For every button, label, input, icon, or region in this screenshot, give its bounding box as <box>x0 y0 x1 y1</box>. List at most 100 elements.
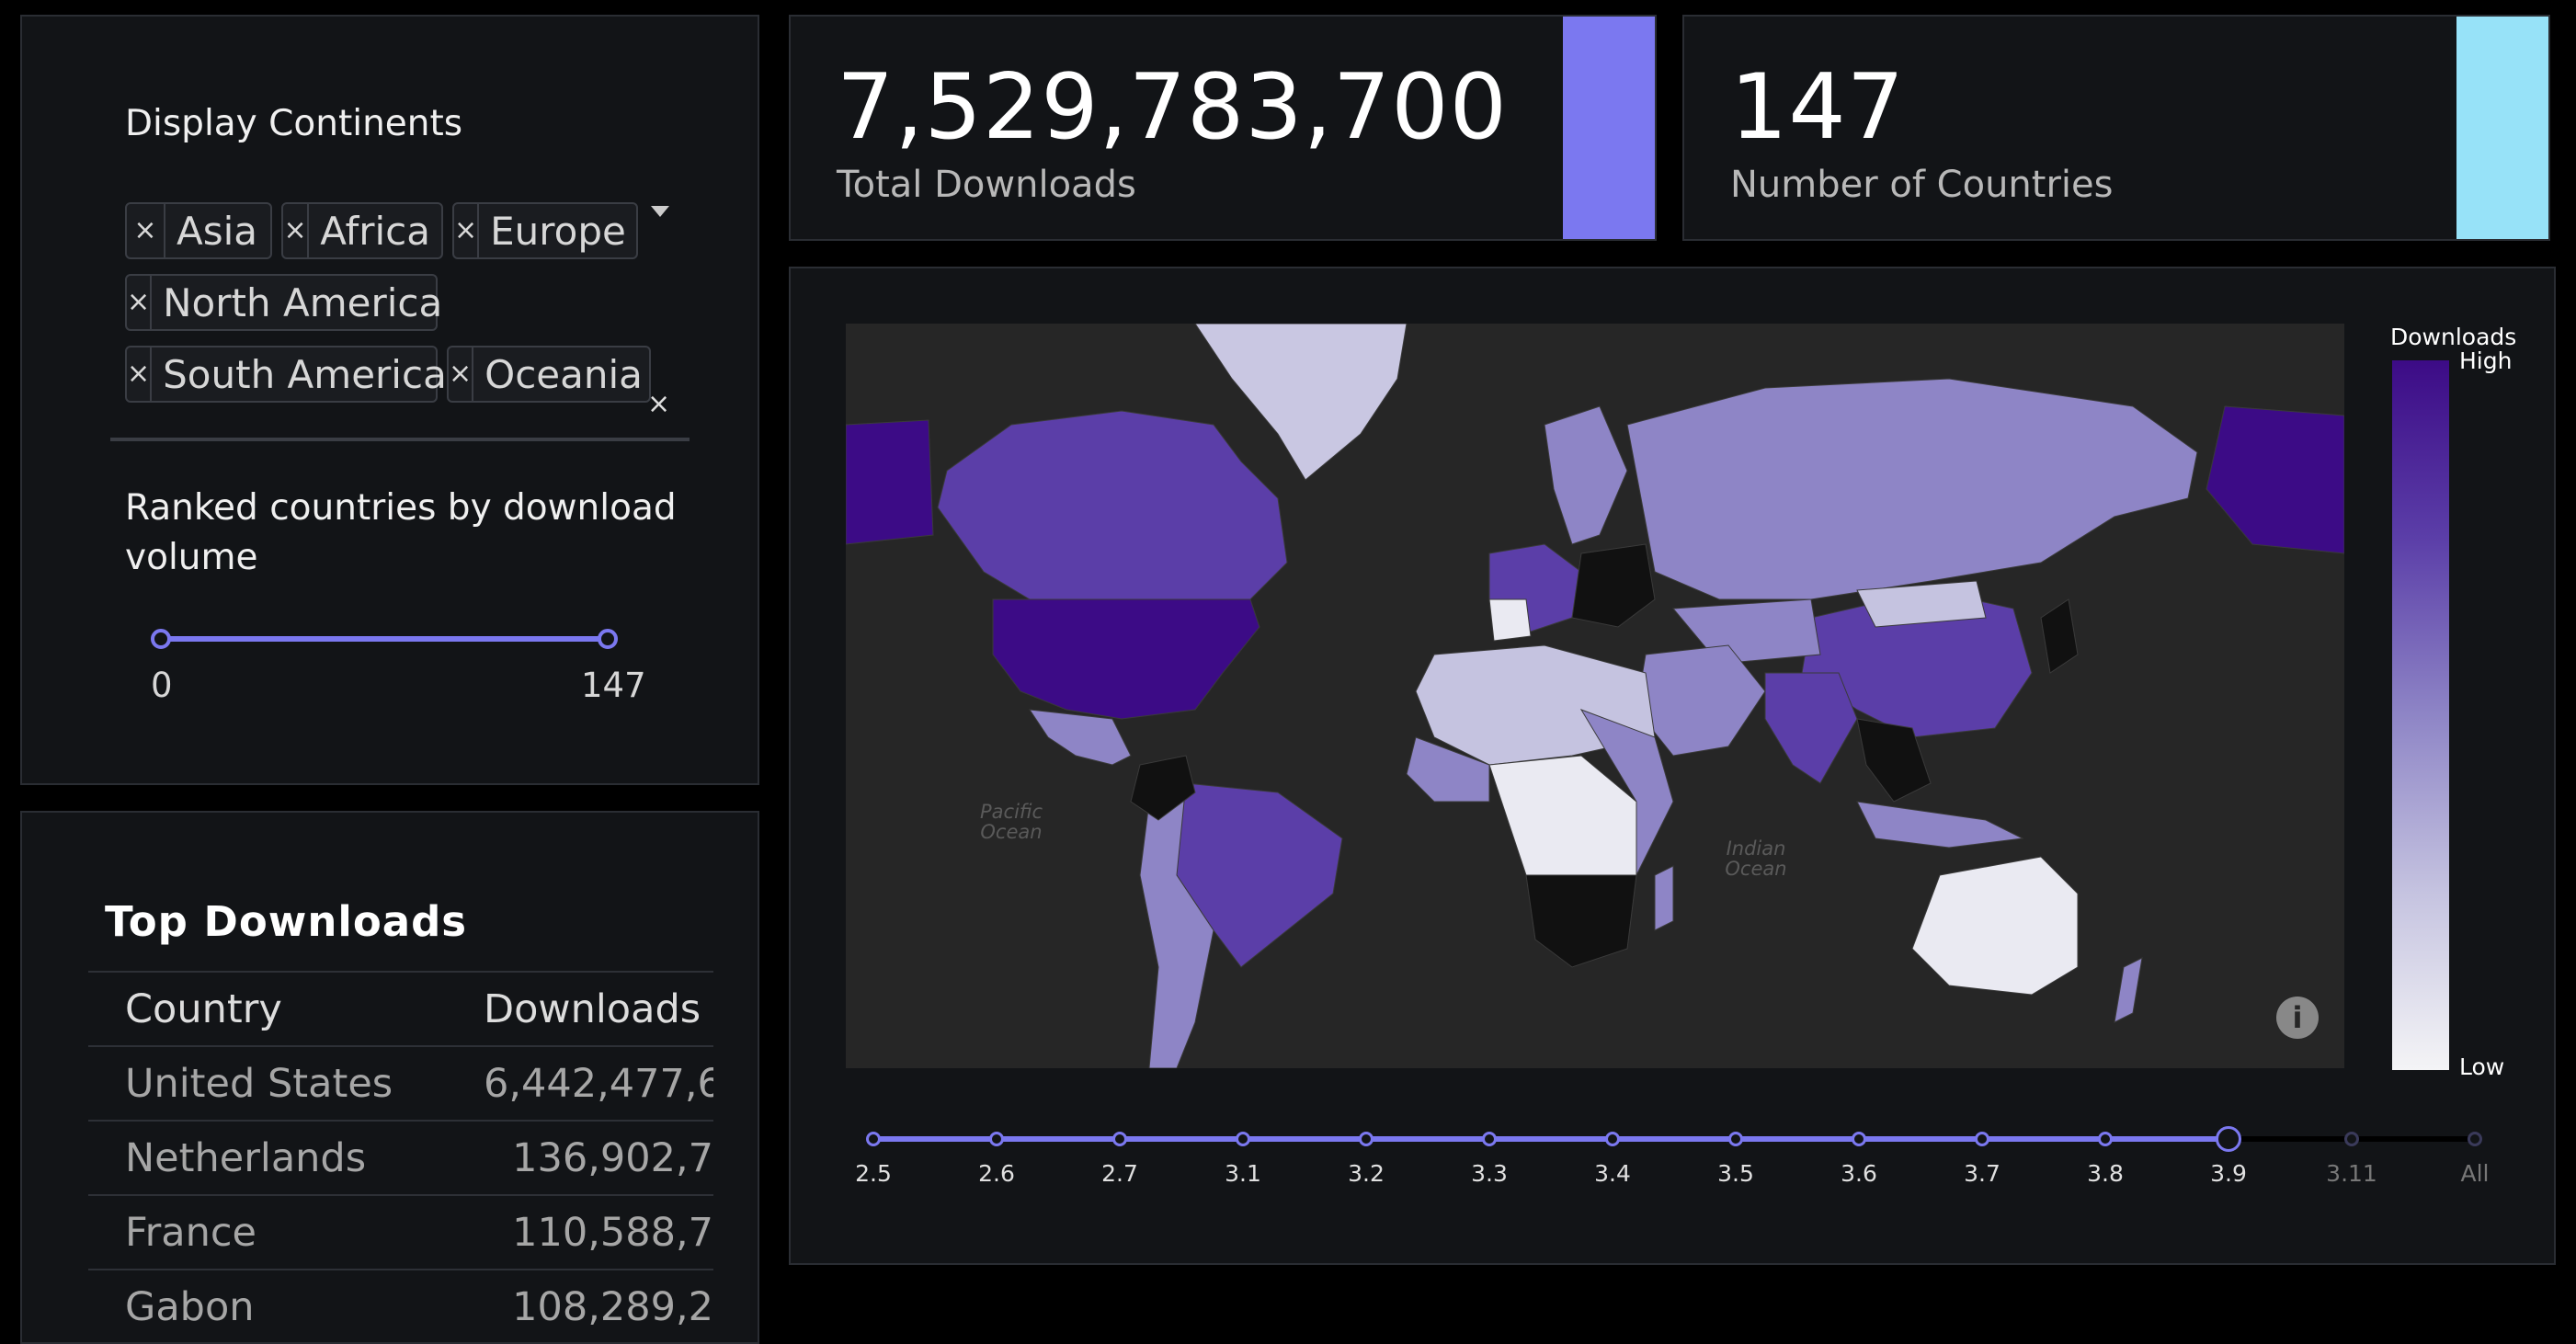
version-step-label[interactable]: 3.3 <box>1471 1160 1508 1187</box>
chip-label: North America <box>163 279 443 325</box>
country-madagascar <box>1654 865 1674 931</box>
version-step-label[interactable]: 3.9 <box>2210 1160 2247 1187</box>
chip-remove-icon[interactable]: × <box>454 204 480 257</box>
country-colombia <box>1130 755 1196 821</box>
kpi-accent-bar <box>2456 17 2548 239</box>
rank-slider-min-handle[interactable] <box>151 629 171 649</box>
chip-remove-icon[interactable]: × <box>127 347 153 401</box>
version-step-label[interactable]: 2.5 <box>855 1160 892 1187</box>
map-shapes <box>846 324 2344 1068</box>
chip-label: Oceania <box>484 351 643 397</box>
ocean-label-pacific: Pacific Ocean <box>979 801 1043 843</box>
version-step-label[interactable]: 3.2 <box>1348 1160 1385 1187</box>
version-step-mark[interactable] <box>1852 1132 1866 1146</box>
top-downloads-table: Country Downloads United States 6,442,47… <box>88 971 713 1342</box>
chip-remove-icon[interactable]: × <box>449 347 474 401</box>
chip-remove-icon[interactable]: × <box>127 204 165 257</box>
divider <box>110 438 690 441</box>
country-cell: Gabon <box>88 1269 484 1342</box>
version-step-label[interactable]: All <box>2460 1160 2490 1187</box>
country-alaska <box>846 419 934 545</box>
country-mongolia <box>1856 580 1987 628</box>
version-step-mark[interactable] <box>2468 1132 2482 1146</box>
column-header-downloads[interactable]: Downloads <box>484 971 713 1046</box>
kpi-value: 147 <box>1730 55 1906 160</box>
version-step-mark[interactable] <box>989 1132 1004 1146</box>
downloads-cell: 108,289,2 <box>484 1269 713 1342</box>
version-step-mark[interactable] <box>1236 1132 1250 1146</box>
chip-label: Asia <box>177 208 258 254</box>
info-icon[interactable]: i <box>2276 997 2319 1039</box>
rank-slider-max-handle[interactable] <box>598 629 618 649</box>
version-step-mark[interactable] <box>866 1132 881 1146</box>
country-southeast-asia <box>1856 718 1932 803</box>
kpi-caption: Number of Countries <box>1730 164 2114 206</box>
kpi-accent-bar <box>1563 17 1655 239</box>
country-mexico <box>1028 709 1132 766</box>
rank-label: Ranked countries by download volume <box>125 487 677 578</box>
table-row[interactable]: Gabon 108,289,2 <box>88 1269 713 1342</box>
country-cell: United States <box>88 1045 484 1121</box>
downloads-cell: 136,902,7 <box>484 1120 713 1195</box>
country-india <box>1764 672 1858 784</box>
country-central-africa <box>1488 755 1637 894</box>
country-cell: Netherlands <box>88 1120 484 1195</box>
version-step-label[interactable]: 3.7 <box>1964 1160 2000 1187</box>
version-step-mark[interactable] <box>1975 1132 1989 1146</box>
version-step-mark[interactable] <box>2344 1132 2359 1146</box>
kpi-total-downloads: 7,529,783,700 Total Downloads <box>789 15 1657 241</box>
chip-europe: × Europe <box>452 202 638 259</box>
colorbar-title: Downloads <box>2390 324 2517 350</box>
country-japan <box>2040 598 2079 674</box>
table-row[interactable]: United States 6,442,477,6 <box>88 1045 713 1121</box>
top-downloads-panel: Top Downloads Country Downloads United S… <box>20 811 759 1344</box>
version-slider-handle[interactable] <box>2216 1126 2241 1152</box>
country-greenland <box>1194 324 1408 481</box>
version-step-label[interactable]: 3.8 <box>2087 1160 2124 1187</box>
chip-africa: × Africa <box>281 202 443 259</box>
version-step-label[interactable]: 3.4 <box>1594 1160 1631 1187</box>
clear-all-icon[interactable]: × <box>647 388 671 420</box>
downloads-cell: 6,442,477,6 <box>484 1045 713 1121</box>
choropleth-map-panel: Pacific Ocean Indian Ocean i Downloads H… <box>789 267 2556 1265</box>
rank-min-label: 0 <box>151 666 173 705</box>
kpi-number-of-countries: 147 Number of Countries <box>1682 15 2550 241</box>
version-step-label[interactable]: 3.6 <box>1841 1160 1877 1187</box>
chip-north-america: × North America <box>125 274 442 331</box>
version-step-label[interactable]: 3.1 <box>1225 1160 1261 1187</box>
version-step-label[interactable]: 3.11 <box>2326 1160 2377 1187</box>
country-southern-africa <box>1525 874 1637 968</box>
version-step-mark[interactable] <box>1359 1132 1373 1146</box>
country-indonesia <box>1856 801 2024 849</box>
table-row[interactable]: France 110,588,7 <box>88 1194 713 1270</box>
country-north-africa <box>1415 644 1656 766</box>
table-row[interactable]: Netherlands 136,902,7 <box>88 1120 713 1195</box>
kpi-caption: Total Downloads <box>837 164 1136 206</box>
kpi-value: 7,529,783,700 <box>837 55 1508 160</box>
chip-label: South America <box>163 351 447 397</box>
downloads-cell: 110,588,7 <box>484 1194 713 1270</box>
country-far-east-russia <box>2206 405 2344 554</box>
rank-slider-track[interactable] <box>164 636 609 642</box>
chip-label: Africa <box>320 208 430 254</box>
version-step-mark[interactable] <box>1728 1132 1743 1146</box>
country-west-africa <box>1406 736 1490 803</box>
filters-panel: Display Continents × Asia × Africa × Eur… <box>20 15 759 785</box>
version-step-mark[interactable] <box>1482 1132 1497 1146</box>
chip-label: Europe <box>490 208 626 254</box>
chip-remove-icon[interactable]: × <box>283 204 310 257</box>
version-step-mark[interactable] <box>2098 1132 2113 1146</box>
version-step-mark[interactable] <box>1112 1132 1127 1146</box>
country-canada <box>937 410 1288 609</box>
chevron-down-icon[interactable] <box>651 206 669 217</box>
version-step-label[interactable]: 3.5 <box>1717 1160 1754 1187</box>
chip-remove-icon[interactable]: × <box>127 276 153 329</box>
version-step-label[interactable]: 2.6 <box>978 1160 1015 1187</box>
version-slider-track[interactable] <box>873 1136 2229 1142</box>
version-step-label[interactable]: 2.7 <box>1101 1160 1138 1187</box>
version-step-mark[interactable] <box>1605 1132 1620 1146</box>
world-map[interactable]: Pacific Ocean Indian Ocean i <box>846 324 2344 1068</box>
country-scandinavia <box>1544 405 1628 545</box>
column-header-country[interactable]: Country <box>88 971 484 1046</box>
country-new-zealand <box>2114 957 2143 1023</box>
